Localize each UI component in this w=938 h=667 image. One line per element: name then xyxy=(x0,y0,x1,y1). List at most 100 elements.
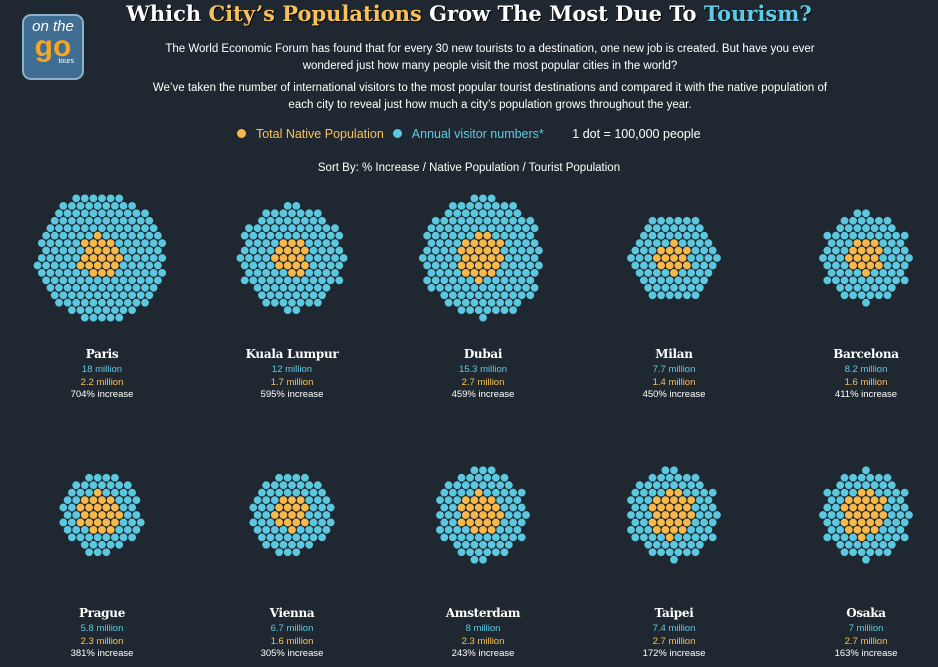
native-dot xyxy=(93,488,102,497)
native-dot xyxy=(102,246,111,255)
visitor-dot xyxy=(59,231,68,240)
visitor-dot xyxy=(492,216,500,225)
visitor-dot xyxy=(708,246,717,255)
visitor-dot-icon xyxy=(393,129,403,138)
visitor-dot xyxy=(76,201,85,210)
visitor-dot xyxy=(892,533,900,542)
visitor-dot xyxy=(270,525,279,534)
city-dot-cluster xyxy=(418,194,543,322)
visitor-dot xyxy=(253,224,262,233)
native-dot xyxy=(288,496,296,505)
visitor-dot xyxy=(691,276,700,285)
visitor-dot xyxy=(487,209,496,218)
native-dot xyxy=(652,511,661,519)
visitor-dot xyxy=(648,246,657,255)
visitor-dot xyxy=(440,291,449,300)
visitor-dot xyxy=(292,201,301,210)
native-dot xyxy=(85,261,93,270)
visitor-dot xyxy=(136,246,145,255)
native-dot xyxy=(487,525,496,534)
native-dot xyxy=(678,525,687,534)
visitor-dot xyxy=(470,466,479,475)
visitor-dot xyxy=(76,246,85,255)
visitor-dot xyxy=(466,533,474,542)
visitor-dot xyxy=(683,548,691,557)
native-dot xyxy=(296,496,305,505)
visitor-dot xyxy=(526,246,535,255)
visitor-dot xyxy=(68,518,76,527)
visitor-dot xyxy=(115,298,124,307)
visitor-dot xyxy=(80,283,89,292)
visitor-dot xyxy=(305,239,314,248)
visitor-dot xyxy=(474,201,483,210)
visitor-dot xyxy=(136,291,145,300)
visitor-dot xyxy=(844,283,853,292)
visitor-dot xyxy=(68,533,76,542)
visitor-dot xyxy=(158,254,167,262)
visitor-dot xyxy=(249,518,258,527)
visitor-dot xyxy=(440,276,449,285)
visitor-dot xyxy=(423,261,431,270)
visitor-dot xyxy=(635,481,644,490)
visitor-dot xyxy=(866,291,875,300)
native-dot xyxy=(665,518,674,527)
visitor-dot xyxy=(883,291,892,300)
visitor-dot xyxy=(483,488,492,497)
native-dot xyxy=(862,496,870,505)
visitor-dot xyxy=(326,261,335,270)
visitor-dot xyxy=(517,533,526,542)
visitor-dot xyxy=(631,518,640,527)
visitor-dot xyxy=(55,209,63,218)
visitor-dot xyxy=(322,511,331,519)
visitor-dot xyxy=(141,224,149,233)
logo-text: tours xyxy=(58,58,74,65)
visitor-dot xyxy=(840,473,849,482)
native-dot xyxy=(670,254,678,262)
visitor-dot xyxy=(98,194,106,203)
native-dot xyxy=(474,488,483,497)
visitor-dot xyxy=(449,518,457,527)
visitor-dot xyxy=(249,231,258,240)
visitor-dot xyxy=(866,533,875,542)
logo[interactable]: on the go tours xyxy=(22,14,84,80)
native-dot xyxy=(661,496,670,505)
visitor-dot xyxy=(823,518,832,527)
visitor-dot xyxy=(145,231,154,240)
visitor-dot xyxy=(479,209,487,218)
visitor-dot xyxy=(479,194,487,203)
visitor-dot xyxy=(59,216,68,225)
visitor-dot xyxy=(687,239,696,248)
visitor-dot xyxy=(487,194,496,203)
visitor-dot xyxy=(115,313,124,322)
visitor-dot xyxy=(258,533,266,542)
visitor-dot xyxy=(249,276,258,285)
visitor-dot xyxy=(266,291,275,300)
native-dot xyxy=(292,518,301,527)
visitor-dot xyxy=(313,525,322,534)
visitor-dot xyxy=(102,473,111,482)
visitor-dot xyxy=(483,533,492,542)
sort-option-native[interactable]: Native Population xyxy=(429,162,520,174)
visitor-dot xyxy=(496,540,505,549)
visitor-dot xyxy=(844,481,853,490)
visitor-dot xyxy=(640,503,648,512)
visitor-dot xyxy=(288,540,296,549)
sort-option-tourist[interactable]: Tourist Population xyxy=(528,162,621,174)
sort-option-increase[interactable]: % Increase xyxy=(362,162,420,174)
visitor-dot xyxy=(500,306,509,315)
visitor-dot xyxy=(500,518,509,527)
native-dot xyxy=(492,246,500,255)
visitor-dot xyxy=(870,283,879,292)
visitor-count: 7.7 million xyxy=(652,364,696,375)
visitor-dot xyxy=(513,209,522,218)
visitor-dot xyxy=(875,548,883,557)
visitor-dot xyxy=(487,540,496,549)
visitor-dot xyxy=(466,291,474,300)
native-dot xyxy=(111,518,119,527)
visitor-dot xyxy=(266,518,275,527)
native-dot xyxy=(492,261,500,270)
intro-paragraph: We’ve taken the number of international … xyxy=(152,82,828,111)
native-dot xyxy=(98,239,106,248)
visitor-dot xyxy=(640,261,648,270)
visitor-dot xyxy=(309,276,318,285)
